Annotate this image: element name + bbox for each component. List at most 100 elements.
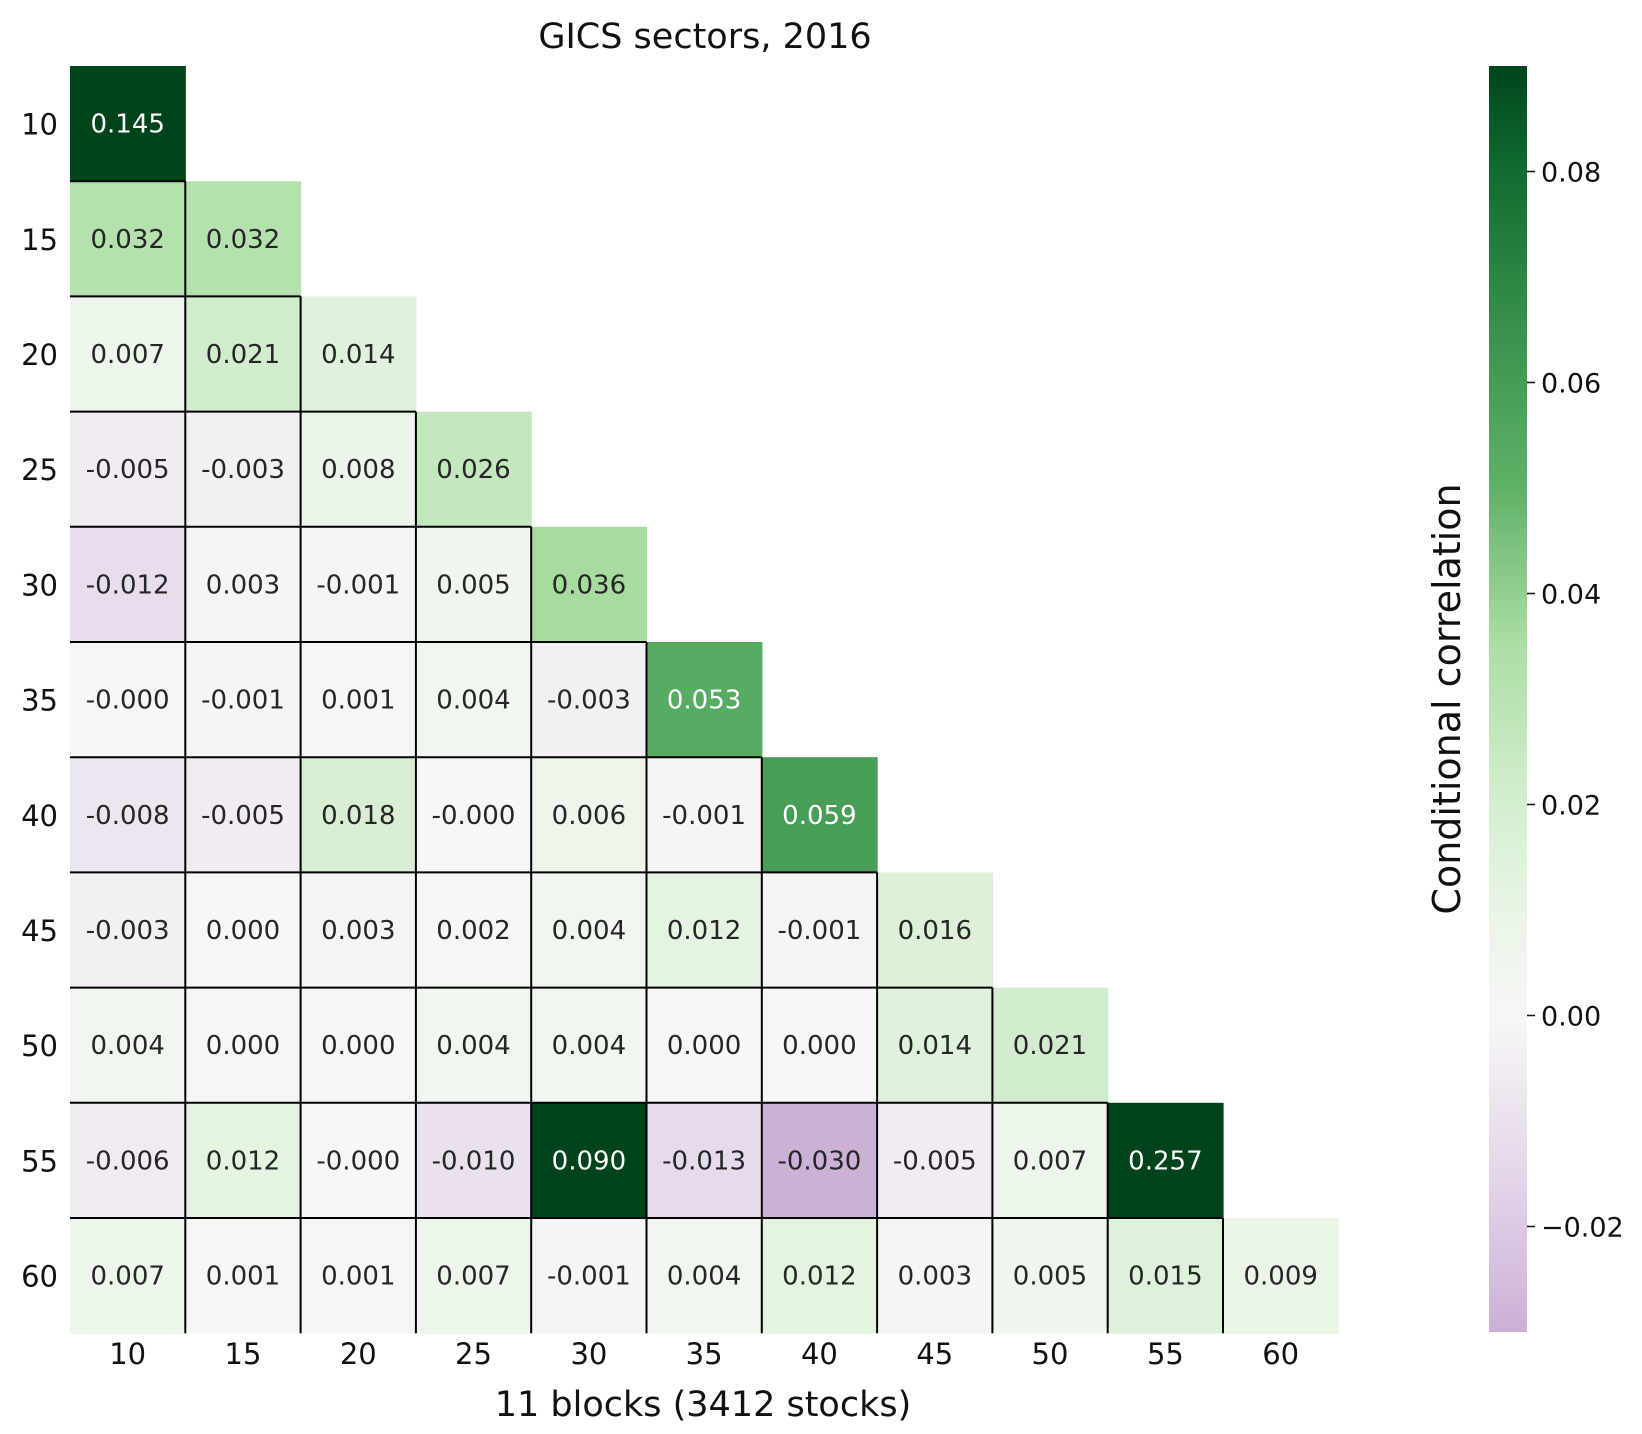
y-tick-label: 50 (21, 1029, 58, 1063)
cell-value-label: 0.001 (321, 686, 395, 716)
heatmap-cell-45-30 (531, 872, 648, 989)
heatmap-cell-30-15 (185, 526, 302, 643)
heatmap-cell-45-15 (185, 872, 302, 989)
heatmap-cell-25-15 (185, 411, 302, 528)
heatmap-cell-10-10 (70, 66, 186, 182)
cell-value-label: 0.012 (782, 1262, 856, 1292)
y-axis-ticks: 10 15 20 25 30 35 40 45 50 55 60 (21, 108, 58, 1294)
heatmap-cell-60-60 (1223, 1218, 1339, 1334)
heatmap-cell-20-15 (185, 296, 302, 413)
heatmap-cell-40-10 (70, 757, 186, 873)
cell-value-label: 0.004 (552, 916, 626, 946)
cell-value-label: 0.014 (321, 340, 395, 370)
cell-value-label: -0.005 (893, 1146, 977, 1176)
heatmap-cell-50-25 (415, 987, 532, 1104)
heatmap-cell-50-45 (877, 987, 993, 1104)
heatmap-cell-25-25 (415, 411, 532, 528)
cell-value-label: -0.005 (201, 801, 285, 831)
heatmap-cell-55-55 (1107, 1102, 1224, 1219)
cell-value-label: 0.004 (667, 1262, 741, 1292)
cell-value-label: 0.001 (206, 1262, 280, 1292)
x-tick-label: 30 (570, 1337, 607, 1371)
heatmap-cell-40-40 (761, 757, 878, 873)
y-tick-label: 30 (21, 568, 58, 602)
cell-value-label: 0.007 (90, 1262, 164, 1292)
cell-value-label: 0.016 (898, 916, 972, 946)
heatmap-cell-60-45 (877, 1218, 993, 1334)
heatmap-cell-25-20 (300, 411, 417, 528)
cell-value-label: 0.000 (782, 1031, 856, 1061)
cell-value-label: 0.007 (90, 340, 164, 370)
x-tick-label: 15 (225, 1337, 262, 1371)
x-tick-label: 10 (109, 1337, 146, 1371)
colorbar-tick-label: 0.04 (1541, 580, 1601, 611)
colorbar-tick-label: −0.02 (1541, 1213, 1624, 1244)
heatmap-cell-35-25 (415, 642, 532, 758)
heatmap-cell-55-35 (646, 1102, 763, 1219)
cell-value-label: 0.005 (436, 570, 510, 600)
cell-value-label: 0.032 (90, 225, 164, 255)
y-tick-label: 40 (21, 799, 58, 833)
heatmap-cell-50-40 (761, 987, 878, 1104)
cell-value-label: -0.003 (86, 916, 170, 946)
x-axis-ticks: 10 15 20 25 30 35 40 45 50 55 60 (109, 1337, 1299, 1371)
heatmap-cell-50-35 (646, 987, 763, 1104)
cell-value-label: 0.021 (206, 340, 280, 370)
cell-value-label: 0.001 (321, 1262, 395, 1292)
cell-value-label: 0.004 (436, 1031, 510, 1061)
cell-value-label: 0.000 (667, 1031, 741, 1061)
heatmap-cell-55-15 (185, 1102, 302, 1219)
colorbar-tick-label: 0.00 (1541, 1002, 1601, 1033)
x-tick-label: 20 (340, 1337, 377, 1371)
cell-value-label: -0.008 (86, 801, 170, 831)
heatmap-cell-45-10 (70, 872, 186, 989)
heatmap-cell-60-40 (761, 1218, 878, 1334)
x-tick-label: 35 (686, 1337, 723, 1371)
cell-value-label: -0.005 (86, 455, 170, 485)
heatmap-cell-50-30 (531, 987, 648, 1104)
cell-value-label: 0.003 (898, 1262, 972, 1292)
heatmap-cell-45-25 (415, 872, 532, 989)
heatmap-cell-40-15 (185, 757, 302, 873)
x-tick-label: 25 (455, 1337, 492, 1371)
cell-value-label: -0.001 (547, 1262, 631, 1292)
cell-value-label: 0.004 (552, 1031, 626, 1061)
y-tick-label: 55 (21, 1144, 58, 1178)
cell-value-label: 0.015 (1128, 1262, 1202, 1292)
cell-value-label: 0.145 (90, 110, 164, 140)
cell-value-label: -0.001 (662, 801, 746, 831)
heatmap-cell-60-20 (300, 1218, 417, 1334)
cell-value-label: -0.001 (316, 570, 400, 600)
cell-value-label: -0.000 (86, 686, 170, 716)
cell-value-label: 0.009 (1243, 1262, 1317, 1292)
x-tick-label: 50 (1032, 1337, 1069, 1371)
heatmap-cell-20-20 (300, 296, 417, 413)
heatmap-cell-55-10 (70, 1102, 186, 1219)
y-tick-label: 15 (21, 223, 58, 257)
cell-value-label: -0.001 (777, 916, 861, 946)
heatmap-cell-35-35 (646, 642, 763, 758)
cell-value-label: 0.090 (552, 1146, 626, 1176)
cell-value-label: 0.002 (436, 916, 510, 946)
cell-value-label: 0.012 (667, 916, 741, 946)
heatmap-cell-30-30 (531, 526, 648, 643)
colorbar (1489, 66, 1527, 1332)
cell-value-label: 0.003 (206, 570, 280, 600)
cell-value-label: 0.000 (321, 1031, 395, 1061)
colorbar-tick-label: 0.06 (1541, 369, 1601, 400)
heatmap-cell-60-10 (70, 1218, 186, 1334)
cell-value-label: 0.003 (321, 916, 395, 946)
heatmap-cell-20-10 (70, 296, 186, 413)
heatmap-cell-55-40 (761, 1102, 878, 1219)
heatmap-cell-50-10 (70, 987, 186, 1104)
heatmap-cell-30-25 (415, 526, 532, 643)
y-tick-label: 60 (21, 1260, 58, 1294)
heatmap-cell-45-40 (761, 872, 878, 989)
x-tick-label: 55 (1147, 1337, 1184, 1371)
colorbar-tick-label: 0.02 (1541, 791, 1601, 822)
cell-value-label: 0.014 (898, 1031, 972, 1061)
cell-value-label: 0.021 (1013, 1031, 1087, 1061)
heatmap-cell-labels: 0.145 0.032 0.032 0.007 0.021 0.014 -0.005 -0.0… (86, 110, 1318, 1292)
cell-value-label: 0.026 (436, 455, 510, 485)
cell-value-label: 0.004 (90, 1031, 164, 1061)
